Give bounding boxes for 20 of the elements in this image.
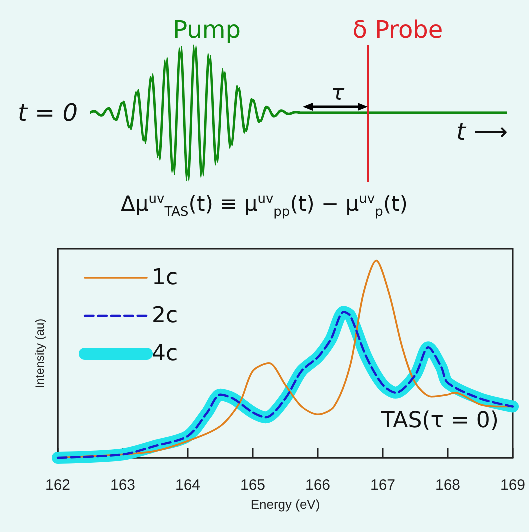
text: τ [331, 81, 346, 106]
text: δ Probe [352, 16, 444, 44]
x-tick-label: 164 [175, 477, 201, 494]
x-tick-label: 167 [370, 477, 396, 494]
x-axis-title: Energy (eV) [250, 497, 320, 512]
y-axis-title: Intensity (au) [33, 318, 47, 388]
legend-label: 4c [152, 342, 178, 366]
x-tick-label: 162 [45, 477, 71, 494]
chart-title: Δμ$^{uv}$$_{TAS}$(t) ≡ μ$^{uv}$$_{pp}$(t) − μ$^{uv}$$_{p}$(t) [121, 192, 408, 220]
x-tick-label: 168 [435, 477, 461, 494]
x-tick-label: 169 [500, 477, 526, 494]
annotation: TAS(τ = 0) [380, 408, 500, 434]
x-tick-label: 166 [305, 477, 331, 494]
x-tick-label: 163 [110, 477, 136, 494]
legend-label: 2c [152, 304, 178, 328]
text: Pump [173, 16, 241, 44]
x-tick-label: 165 [240, 477, 266, 494]
text: t ⟶ [456, 118, 508, 146]
text: t = 0 [18, 99, 78, 127]
legend-label: 1c [152, 266, 178, 290]
